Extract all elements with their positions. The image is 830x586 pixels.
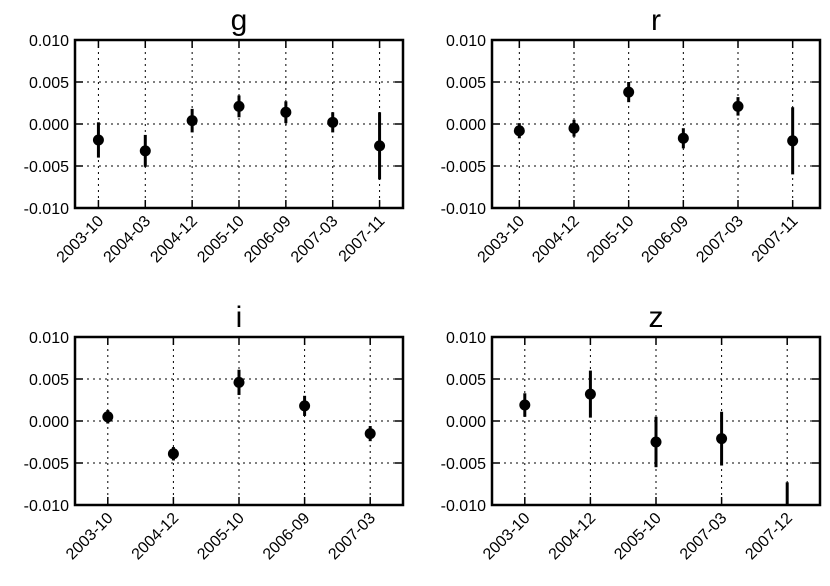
data-point	[787, 135, 799, 147]
x-tick-label: 2004-12	[147, 213, 201, 267]
x-tick-label: 2004-03	[101, 213, 155, 267]
y-tick-label: -0.010	[441, 201, 486, 218]
y-tick-label: -0.005	[24, 456, 69, 473]
data-point	[716, 433, 728, 445]
y-tick-label: 0.000	[446, 414, 486, 431]
data-point	[568, 122, 580, 134]
x-tick-label: 2006-09	[639, 213, 693, 267]
plot-frame	[490, 335, 822, 507]
y-tick-label: 0.010	[29, 330, 69, 347]
x-tick-label: 2007-03	[325, 510, 379, 564]
data-point	[299, 400, 311, 412]
x-tick-label: 2007-11	[336, 213, 389, 266]
y-tick-label: -0.010	[441, 498, 486, 515]
y-tick-label: 0.005	[446, 75, 486, 92]
y-tick-label: 0.010	[446, 330, 486, 347]
y-tick-label: 0.010	[446, 33, 486, 50]
x-tick-label: 2004-12	[546, 510, 600, 564]
panel-title: z	[649, 301, 664, 334]
x-tick-label: 2006-09	[241, 213, 295, 267]
x-tick-label: 2004-12	[529, 213, 583, 267]
y-tick-label: 0.005	[29, 75, 69, 92]
x-tick-label: 2007-11	[749, 213, 802, 266]
data-point	[584, 388, 596, 400]
panel: z -0.010 -0.005 0.000 0.005 0.010 2003-10 2004-…	[441, 301, 822, 564]
y-tick-label: 0.000	[29, 117, 69, 134]
x-tick-label: 2007-03	[693, 213, 747, 267]
plot-frame	[490, 38, 822, 210]
x-tick-label: 2005-10	[584, 213, 638, 267]
plot-frame	[73, 38, 405, 210]
panel: i -0.010 -0.005 0.000 0.005 0.010 2003-10 2004-…	[24, 301, 405, 564]
data-point	[519, 399, 531, 411]
data-point	[92, 134, 104, 146]
x-tick-label: 2003-10	[63, 510, 117, 564]
x-tick-label: 2003-10	[475, 213, 529, 267]
plot-frame	[73, 335, 405, 507]
x-tick-label: 2007-12	[742, 510, 796, 564]
x-tick-label: 2007-03	[288, 213, 342, 267]
x-tick-label: 2003-10	[480, 510, 534, 564]
data-point	[233, 376, 245, 388]
y-tick-label: -0.005	[441, 159, 486, 176]
y-tick-label: -0.005	[24, 159, 69, 176]
y-tick-label: 0.000	[446, 117, 486, 134]
x-tick-label: 2006-09	[260, 510, 314, 564]
data-point	[327, 116, 339, 128]
data-point	[374, 140, 386, 152]
y-tick-label: 0.005	[29, 372, 69, 389]
y-tick-label: -0.005	[441, 456, 486, 473]
panel-title: r	[651, 4, 661, 37]
x-tick-label: 2003-10	[54, 213, 108, 267]
data-point	[139, 145, 151, 157]
data-point	[186, 115, 198, 127]
x-tick-label: 2004-12	[129, 510, 183, 564]
x-tick-label: 2005-10	[611, 510, 665, 564]
panel-title: i	[236, 301, 243, 334]
y-tick-label: 0.010	[29, 33, 69, 50]
x-tick-label: 2007-03	[677, 510, 731, 564]
panel: g-0.010-0.0050.0000.0050.0102003-102004-…	[24, 4, 405, 267]
y-tick-label: 0.005	[446, 372, 486, 389]
plot-area	[513, 82, 799, 175]
data-point	[677, 132, 689, 144]
data-point	[167, 448, 179, 460]
data-point	[650, 436, 662, 448]
data-point	[623, 86, 635, 98]
panel-title: g	[231, 4, 248, 37]
x-tick-label: 2005-10	[194, 213, 248, 267]
y-tick-label: -0.010	[24, 201, 69, 218]
y-tick-label: 0.000	[29, 414, 69, 431]
x-tick-label: 2005-10	[194, 510, 248, 564]
y-tick-label: -0.010	[24, 498, 69, 515]
panel: r -0.010 -0.005 0.000 0.005 0.010 2003-10 2004-…	[441, 4, 822, 267]
